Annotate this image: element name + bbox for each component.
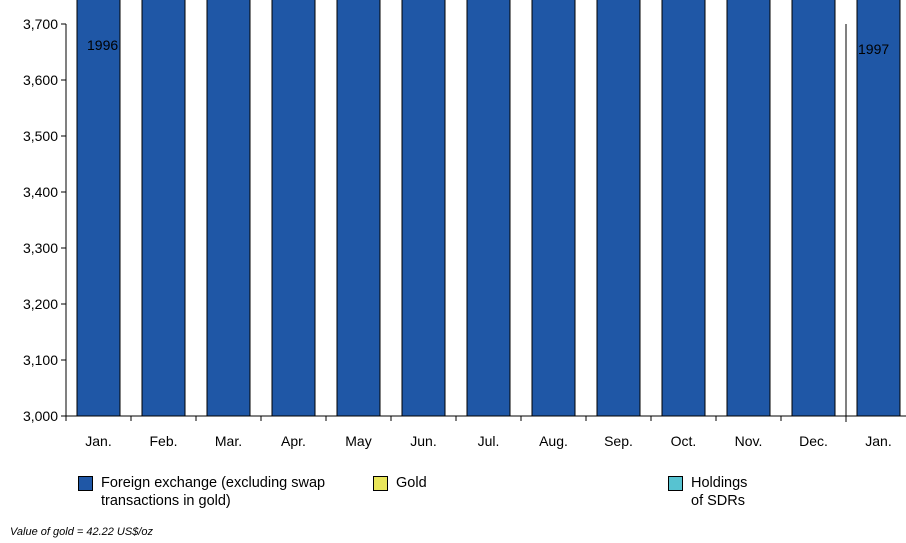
legend-label-gold: Gold <box>396 475 427 491</box>
legend-swatch-gold <box>373 476 388 491</box>
x-tick-label: Jul. <box>478 433 500 449</box>
bar-segment-foreign-exchange <box>336 0 381 417</box>
x-tick-label: Aug. <box>539 433 568 449</box>
legend-label-sdrs: Holdings of SDRs <box>691 475 748 509</box>
x-tick-label: Jan. <box>865 433 891 449</box>
x-tick-label: May <box>345 433 371 449</box>
bar-segment-foreign-exchange <box>141 0 186 417</box>
bar-segment-foreign-exchange <box>466 0 511 417</box>
bar-segment-foreign-exchange <box>726 0 771 417</box>
x-tick-label: Apr. <box>281 433 306 449</box>
y-tick-label: 3,600 <box>23 72 58 88</box>
y-tick-label: 3,000 <box>23 408 58 424</box>
y-tick-label: 3,300 <box>23 240 58 256</box>
x-tick-label: Mar. <box>215 433 242 449</box>
y-tick-label: 3,200 <box>23 296 58 312</box>
bar-segment-foreign-exchange <box>596 0 641 417</box>
bar-segment-foreign-exchange <box>791 0 836 417</box>
bar-segment-foreign-exchange <box>661 0 706 417</box>
y-tick-label: 3,500 <box>23 128 58 144</box>
x-tick-label: Feb. <box>149 433 177 449</box>
x-tick-label: Jun. <box>410 433 436 449</box>
bar-segment-foreign-exchange <box>271 0 316 417</box>
x-tick-label: Dec. <box>799 433 828 449</box>
bar-segment-foreign-exchange <box>531 0 576 417</box>
x-tick-label: Sep. <box>604 433 633 449</box>
bar-segment-foreign-exchange <box>856 0 901 417</box>
bar-segment-foreign-exchange <box>206 0 251 417</box>
bar-segment-foreign-exchange <box>401 0 446 417</box>
legend-swatch-sdrs <box>668 476 683 491</box>
x-tick-label: Nov. <box>735 433 763 449</box>
year-label-1997: 1997 <box>858 41 889 57</box>
y-tick-label: 3,400 <box>23 184 58 200</box>
x-tick-label: Oct. <box>671 433 697 449</box>
legend-label-foreign-exchange: Foreign exchange (excluding swap transac… <box>101 475 326 509</box>
bar-segment-foreign-exchange <box>76 0 121 417</box>
gold-value-note: Value of gold = 42.22 US$/oz <box>10 526 153 538</box>
legend-swatch-foreign-exchange <box>78 476 93 491</box>
year-label-1996: 1996 <box>87 37 118 53</box>
x-tick-label: Jan. <box>85 433 111 449</box>
y-tick-label: 3,700 <box>23 16 58 32</box>
y-tick-label: 3,100 <box>23 352 58 368</box>
